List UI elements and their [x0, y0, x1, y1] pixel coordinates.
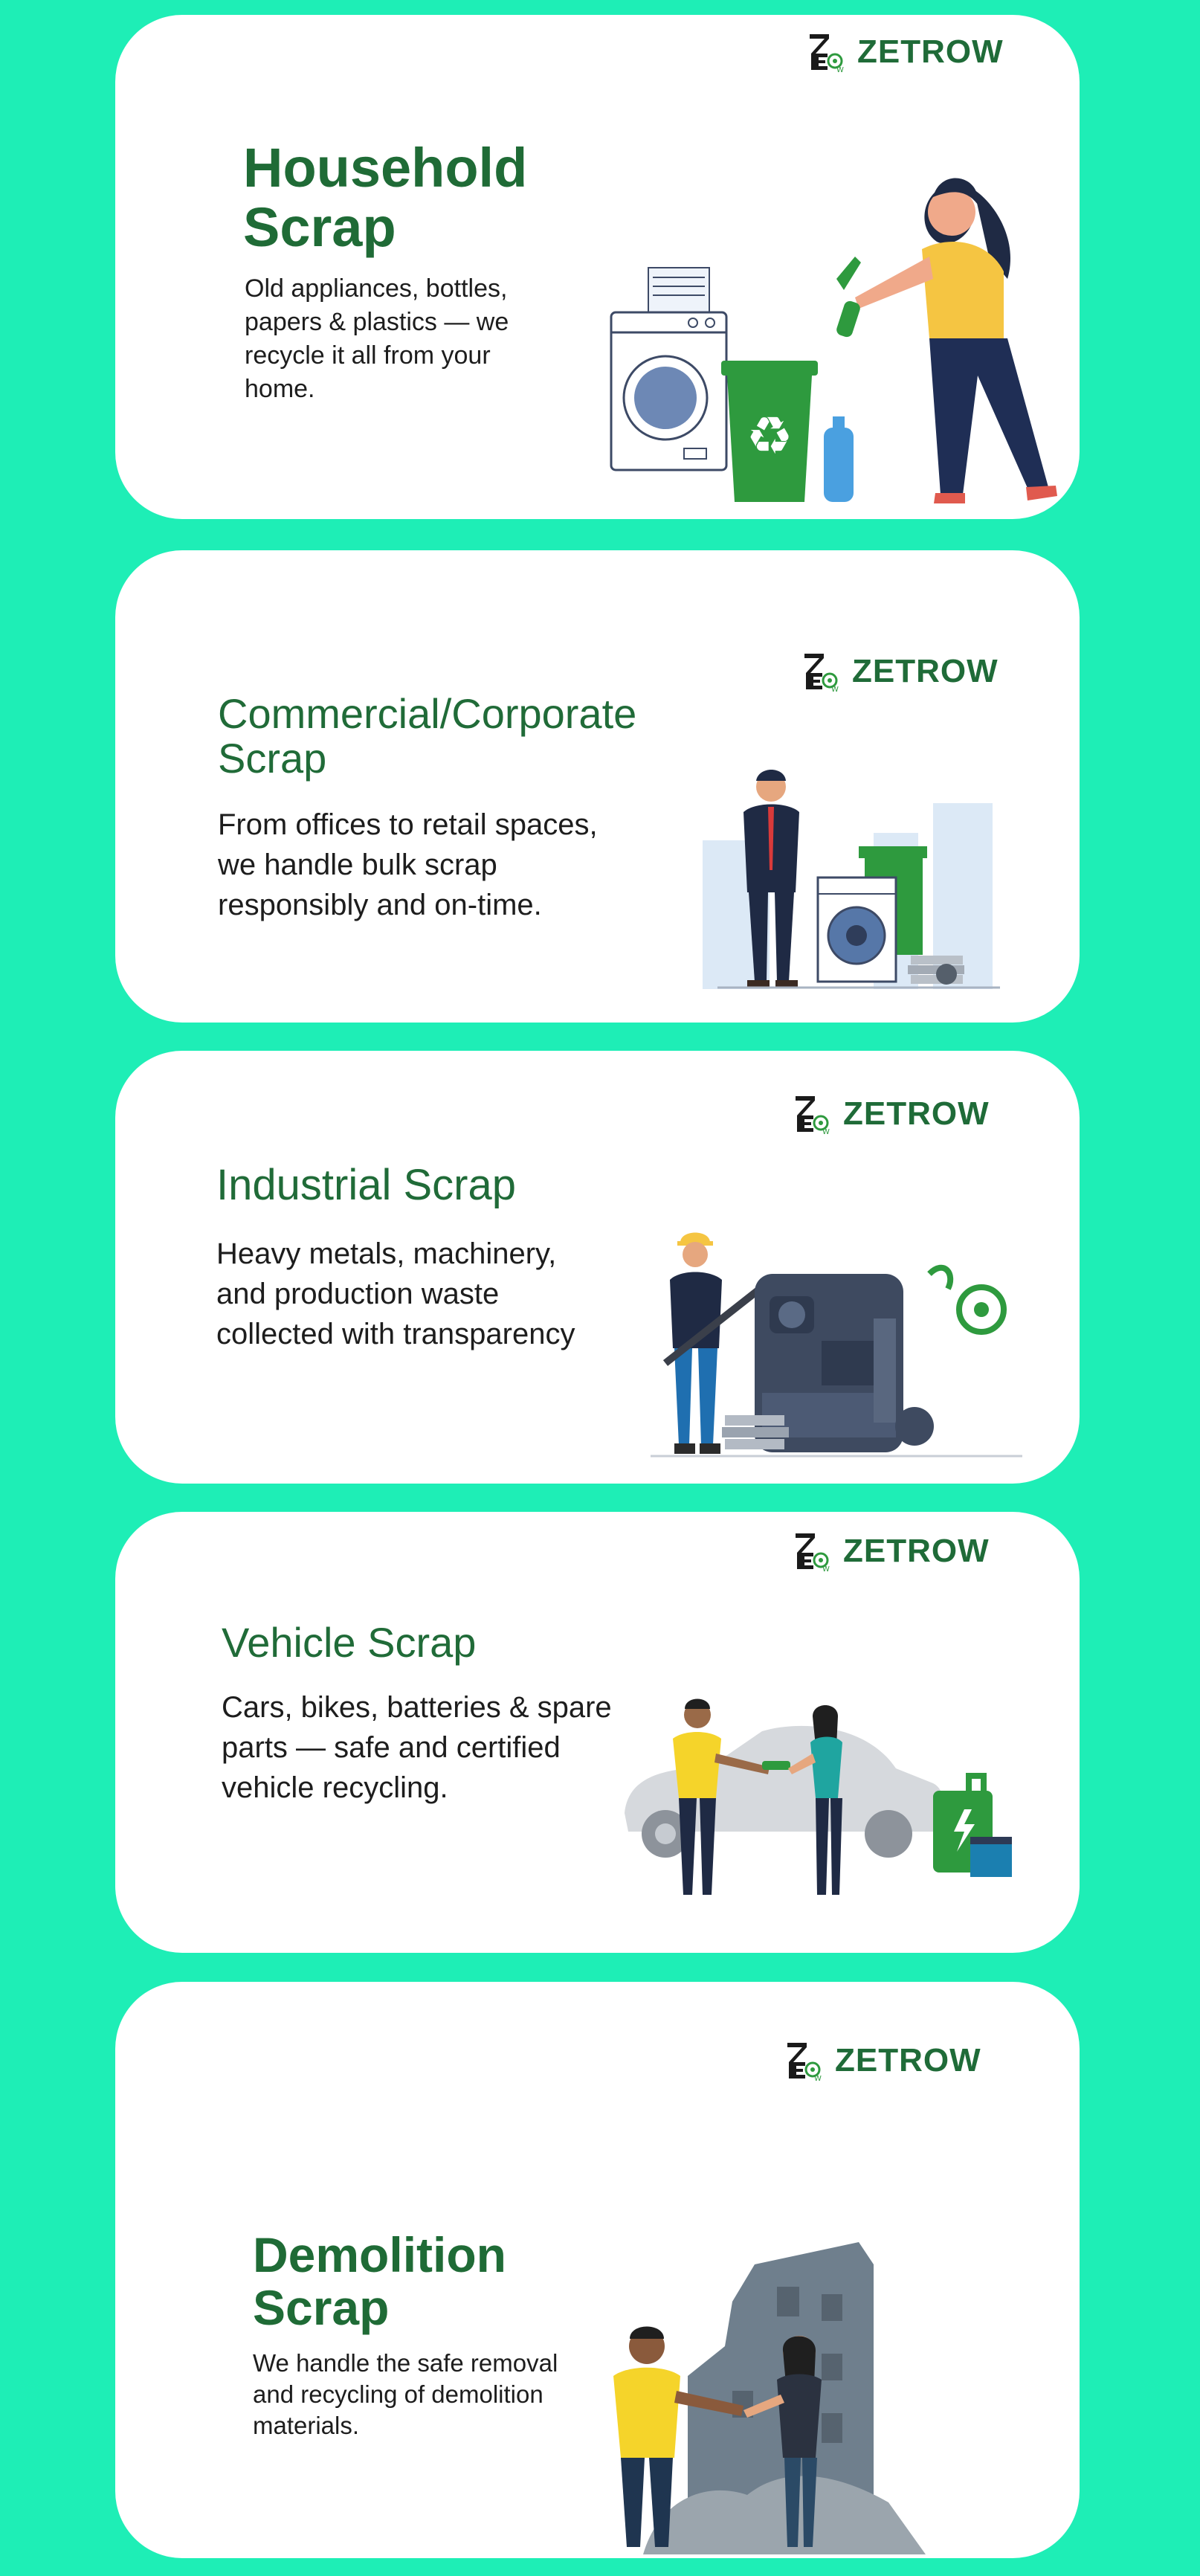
zetrow-logo-icon	[801, 651, 843, 692]
svg-text:♻: ♻	[746, 405, 793, 466]
card-demolition-scrap: ZETROW Demolition Scrap We handle the sa…	[115, 1982, 1080, 2558]
card-description: We handle the safe removal and recycling…	[253, 2349, 558, 2439]
brand-name: ZETROW	[843, 1095, 990, 1132]
card-title: Commercial/Corporate Scrap	[218, 690, 637, 782]
card-title: Vehicle Scrap	[222, 1620, 476, 1665]
brand-name: ZETROW	[835, 2042, 981, 2078]
demolition-building-handshake-illustration	[613, 2242, 926, 2554]
brand-logo: ZETROW	[793, 1530, 990, 1572]
card-description: Cars, bikes, batteries & spare parts — s…	[222, 1691, 612, 1804]
title-line-2: Scrap	[243, 196, 396, 258]
card-description: Heavy metals, machinery, and production …	[216, 1237, 575, 1350]
brand-name: ZETROW	[852, 653, 999, 689]
card-title: Household Scrap	[243, 138, 527, 257]
car-handover-battery-illustration	[625, 1698, 1012, 1895]
zetrow-logo-icon	[793, 1530, 834, 1572]
zetrow-logo-icon	[793, 1093, 834, 1135]
woman-recycling-bottle-illustration: ♻	[610, 178, 1057, 503]
card-industrial-scrap: ZETROW Industrial Scrap Heavy metals, ma…	[115, 1051, 1080, 1484]
title-line-1: Demolition	[253, 2227, 506, 2282]
worker-machinery-illustration	[651, 1232, 1022, 1458]
title-line-1: Industrial Scrap	[216, 1161, 516, 1209]
brand-logo: ZETROW	[807, 31, 1004, 73]
title-line-1: Household	[243, 137, 528, 199]
card-title: Industrial Scrap	[216, 1162, 516, 1209]
card-title: Demolition Scrap	[253, 2227, 506, 2336]
businessman-office-scrap-illustration	[703, 770, 1000, 989]
card-description: Old appliances, bottles, papers & plasti…	[245, 274, 509, 403]
card-vehicle-scrap: ZETROW Vehicle Scrap Cars, bikes, batter…	[115, 1512, 1080, 1953]
zetrow-logo-icon	[784, 2040, 826, 2081]
brand-logo: ZETROW	[801, 651, 999, 692]
card-commercial-scrap: ZETROW Commercial/Corporate Scrap From o…	[115, 550, 1080, 1023]
card-description: From offices to retail spaces, we handle…	[218, 808, 598, 921]
brand-name: ZETROW	[843, 1533, 990, 1569]
brand-name: ZETROW	[857, 33, 1004, 70]
title-line-2: Scrap	[253, 2280, 390, 2336]
title-line-1: Commercial/Corporate	[218, 690, 637, 737]
title-line-2: Scrap	[218, 735, 327, 782]
title-line-1: Vehicle Scrap	[222, 1619, 477, 1666]
card-household-scrap: ZETROW Household Scrap Old appliances, b…	[115, 15, 1080, 519]
brand-logo: ZETROW	[793, 1093, 990, 1135]
zetrow-logo-icon	[807, 31, 848, 73]
brand-logo: ZETROW	[784, 2040, 981, 2081]
